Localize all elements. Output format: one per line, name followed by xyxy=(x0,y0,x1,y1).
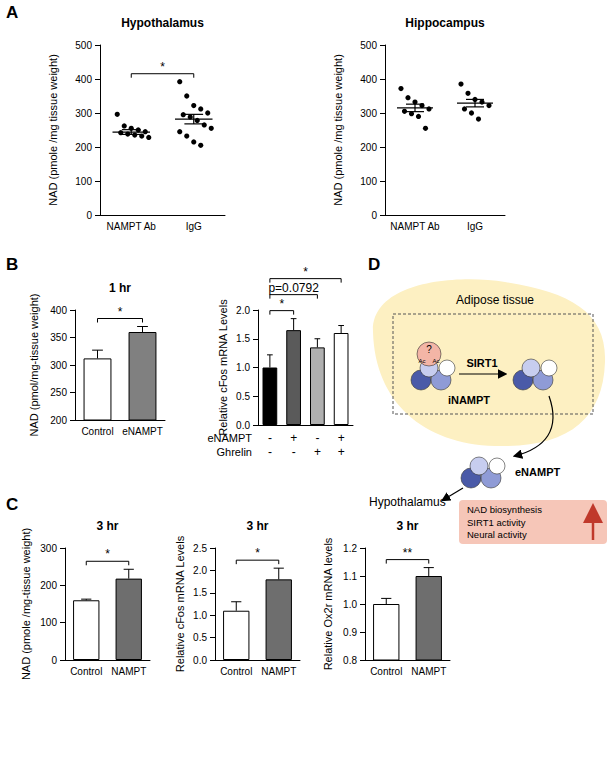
svg-text:Relative cFos mRNA Levels: Relative cFos mRNA Levels xyxy=(217,299,229,436)
svg-text:0.5: 0.5 xyxy=(236,391,250,402)
svg-text:200: 200 xyxy=(360,142,377,153)
svg-text:Hypothalamus: Hypothalamus xyxy=(121,16,204,30)
svg-text:*: * xyxy=(160,60,165,74)
svg-text:B: B xyxy=(6,255,18,274)
svg-text:*: * xyxy=(105,547,110,561)
svg-text:1.0: 1.0 xyxy=(343,599,357,610)
svg-text:3 hr: 3 hr xyxy=(396,519,418,533)
svg-text:Control: Control xyxy=(220,666,252,677)
svg-text:Relative Ox2r mRNA levels: Relative Ox2r mRNA levels xyxy=(322,537,334,670)
svg-text:100: 100 xyxy=(360,176,377,187)
svg-text:D: D xyxy=(368,255,380,274)
svg-text:300: 300 xyxy=(75,108,92,119)
svg-text:?: ? xyxy=(426,344,432,355)
svg-text:Neural activity: Neural activity xyxy=(467,529,527,540)
svg-text:Relative cFos mRNA Levels: Relative cFos mRNA Levels xyxy=(174,535,186,672)
svg-text:1.5: 1.5 xyxy=(193,587,207,598)
svg-text:400: 400 xyxy=(360,74,377,85)
svg-text:+: + xyxy=(290,431,297,445)
svg-text:500: 500 xyxy=(75,40,92,51)
svg-text:0.8: 0.8 xyxy=(343,655,357,666)
svg-text:IgG: IgG xyxy=(186,221,202,232)
svg-text:+: + xyxy=(314,445,321,459)
svg-text:500: 500 xyxy=(360,40,377,51)
svg-text:eNAMPT: eNAMPT xyxy=(207,432,252,444)
svg-text:1.1: 1.1 xyxy=(343,571,357,582)
svg-text:0.0: 0.0 xyxy=(193,655,207,666)
svg-text:Control: Control xyxy=(370,666,402,677)
svg-text:300: 300 xyxy=(50,360,67,371)
svg-text:NAMPT: NAMPT xyxy=(111,666,146,677)
svg-text:1.0: 1.0 xyxy=(236,362,250,373)
svg-text:NAD (pmole /mg tissue weight): NAD (pmole /mg tissue weight) xyxy=(47,54,59,206)
svg-text:2.0: 2.0 xyxy=(236,305,250,316)
svg-text:Control: Control xyxy=(70,666,102,677)
svg-text:350: 350 xyxy=(50,332,67,343)
svg-text:0.9: 0.9 xyxy=(343,627,357,638)
svg-text:Ac: Ac xyxy=(418,358,425,364)
svg-text:eNAMPT: eNAMPT xyxy=(122,426,163,437)
svg-text:3 hr: 3 hr xyxy=(246,519,268,533)
svg-text:NAD biosynthesis: NAD biosynthesis xyxy=(467,504,542,515)
svg-text:Adipose tissue: Adipose tissue xyxy=(456,293,534,307)
svg-text:2.0: 2.0 xyxy=(193,565,207,576)
svg-text:**: ** xyxy=(403,546,413,560)
svg-text:1 hr: 1 hr xyxy=(109,281,131,295)
svg-text:300: 300 xyxy=(40,543,57,554)
svg-text:NAMPT: NAMPT xyxy=(411,666,446,677)
svg-text:+: + xyxy=(338,445,345,459)
svg-text:C: C xyxy=(6,495,18,514)
svg-text:SIRT1 activity: SIRT1 activity xyxy=(467,517,526,528)
svg-text:0.0: 0.0 xyxy=(236,420,250,431)
svg-text:200: 200 xyxy=(75,142,92,153)
svg-text:1.0: 1.0 xyxy=(193,610,207,621)
svg-text:Control: Control xyxy=(81,426,113,437)
svg-text:-: - xyxy=(315,431,319,445)
svg-text:A: A xyxy=(6,3,18,22)
svg-text:100: 100 xyxy=(75,176,92,187)
svg-text:200: 200 xyxy=(40,580,57,591)
svg-text:200: 200 xyxy=(50,415,67,426)
svg-text:-: - xyxy=(268,445,272,459)
svg-text:NAMPT Ab: NAMPT Ab xyxy=(390,221,440,232)
svg-text:-: - xyxy=(268,431,272,445)
svg-text:SIRT1: SIRT1 xyxy=(466,357,497,369)
svg-text:NAD (pmole /mg tissue weight): NAD (pmole /mg tissue weight) xyxy=(332,54,344,206)
svg-text:0: 0 xyxy=(371,210,377,221)
svg-text:NAD (pmole /mg-tissue weight): NAD (pmole /mg-tissue weight) xyxy=(20,528,32,680)
svg-text:iNAMPT: iNAMPT xyxy=(448,394,490,406)
svg-text:3 hr: 3 hr xyxy=(96,519,118,533)
svg-text:NAMPT: NAMPT xyxy=(261,666,296,677)
svg-text:IgG: IgG xyxy=(467,221,483,232)
svg-text:Ac: Ac xyxy=(432,358,439,364)
svg-text:NAMPT Ab: NAMPT Ab xyxy=(107,221,157,232)
svg-text:*: * xyxy=(255,546,260,560)
svg-text:2.5: 2.5 xyxy=(193,543,207,554)
svg-text:p=0.0792: p=0.0792 xyxy=(268,281,319,295)
svg-text:Hippocampus: Hippocampus xyxy=(405,16,485,30)
svg-text:300: 300 xyxy=(360,108,377,119)
svg-text:-: - xyxy=(292,445,296,459)
svg-text:*: * xyxy=(279,297,284,311)
svg-text:Ghrelin: Ghrelin xyxy=(217,446,252,458)
svg-text:Hypothalamus: Hypothalamus xyxy=(369,495,446,509)
svg-text:400: 400 xyxy=(75,74,92,85)
svg-text:250: 250 xyxy=(50,387,67,398)
svg-text:*: * xyxy=(303,265,308,279)
svg-text:1.2: 1.2 xyxy=(343,543,357,554)
svg-text:0: 0 xyxy=(86,210,92,221)
svg-text:0.5: 0.5 xyxy=(193,632,207,643)
svg-text:1.5: 1.5 xyxy=(236,333,250,344)
svg-text:*: * xyxy=(118,305,123,319)
svg-text:+: + xyxy=(338,431,345,445)
svg-text:eNAMPT: eNAMPT xyxy=(515,466,561,478)
svg-text:NAD (pmol/mg-tissue weight): NAD (pmol/mg-tissue weight) xyxy=(28,293,40,436)
svg-text:100: 100 xyxy=(40,617,57,628)
svg-text:0: 0 xyxy=(51,655,57,666)
svg-text:400: 400 xyxy=(50,305,67,316)
